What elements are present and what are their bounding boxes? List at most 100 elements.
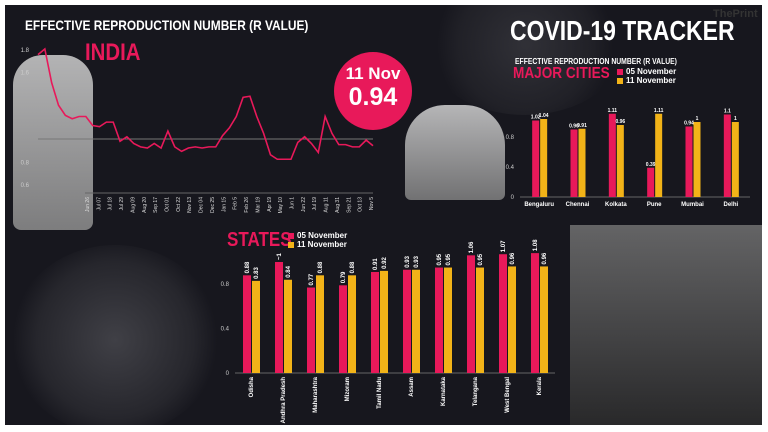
x-tick-label: Dec 25 (210, 197, 216, 213)
legend-swatch (288, 232, 294, 239)
bar-charts: 00.40.81.021.04Bengaluru0.900.91Chennai1… (221, 108, 750, 424)
y-tick-label: 0.8 (21, 161, 30, 167)
category-label: Kerala (537, 376, 543, 395)
bar (570, 129, 578, 197)
data-label: 0.88 (350, 261, 356, 273)
x-tick-label: Jan 15 (221, 197, 227, 212)
map-texture (425, 5, 625, 115)
y-tick-label: 0.8 (221, 282, 230, 288)
callout-badge: 11 Nov 0.94 (334, 52, 412, 130)
bar (731, 122, 739, 197)
legend-item: 11 November (288, 240, 347, 249)
x-tick-label: Feb 5 (233, 197, 239, 210)
category-label: Pune (647, 202, 662, 208)
legend-label: 05 November (297, 231, 348, 240)
legend-item: 05 November (288, 231, 347, 240)
data-label: 1.08 (533, 239, 539, 251)
data-label: 1.04 (539, 113, 549, 119)
x-tick-label: Feb 26 (244, 197, 250, 213)
x-tick-label: Mar 19 (255, 197, 261, 213)
legend-label: 11 November (297, 240, 347, 249)
bar (693, 122, 701, 197)
cities-subtitle: MAJOR CITIES (513, 65, 610, 82)
tracker-title: COVID-19 TRACKER (510, 15, 735, 46)
data-label: 0.96 (510, 252, 516, 264)
category-label: Mumbai (681, 202, 704, 208)
bar (655, 113, 663, 197)
bar (723, 114, 731, 197)
data-label: 0.77 (309, 273, 315, 285)
legend-label: 05 November (626, 67, 677, 76)
legend-item: 11 November (617, 76, 676, 85)
y-tick-label: 0.8 (506, 135, 515, 141)
x-tick-label: Aug 09 (130, 197, 136, 213)
bar (616, 125, 624, 197)
y-tick-label: 0.4 (506, 165, 515, 171)
category-label: Mizoram (345, 377, 351, 401)
category-label: West Bengal (505, 377, 511, 413)
category-label: Odisha (249, 376, 255, 397)
x-tick-label: Aug 31 (335, 197, 341, 213)
bar (403, 269, 411, 373)
x-tick-label: Sep 21 (346, 197, 352, 213)
watermark: ThePrint (713, 8, 758, 20)
callout-value: 0.94 (348, 83, 398, 111)
data-label: 0.93 (405, 255, 411, 267)
bar (540, 119, 548, 197)
category-label: Chennai (566, 202, 590, 208)
x-tick-label: Jun 1 (289, 197, 295, 209)
ppe-worker-image (13, 55, 93, 230)
bar (540, 266, 548, 373)
x-tick-label: Jun 26 (85, 197, 91, 212)
x-tick-label: Nov 13 (187, 197, 193, 213)
bar (243, 275, 251, 373)
category-label: Andhra Pradesh (281, 377, 287, 424)
data-label: 0.96 (615, 119, 625, 125)
legend-swatch (617, 77, 623, 84)
y-tick-label: 0 (226, 371, 230, 377)
x-tick-label: Oct 13 (358, 197, 364, 212)
bar (339, 285, 347, 373)
bar (371, 271, 379, 373)
data-label: 0.93 (414, 255, 420, 267)
data-label: 0.95 (437, 253, 443, 265)
y-tick-label: 1.8 (21, 48, 30, 54)
bar (444, 267, 452, 373)
x-tick-label: Aug 11 (324, 197, 330, 213)
data-label: 0.83 (254, 267, 260, 279)
category-label: Karnataka (441, 376, 447, 406)
data-label: 0.95 (478, 253, 484, 265)
states-legend: 05 November 11 November (288, 231, 347, 249)
category-label: Kolkata (605, 202, 627, 208)
bar (435, 267, 443, 373)
y-tick-label: 0 (511, 195, 515, 201)
india-label: INDIA (85, 39, 141, 66)
bar (532, 120, 540, 197)
x-tick-label: Nov 5 (369, 197, 375, 210)
x-tick-label: Jul 29 (119, 197, 125, 211)
category-label: Assam (409, 377, 415, 397)
data-label: 1.02 (531, 115, 541, 121)
data-label: ~1 (277, 252, 283, 260)
data-label: 0.91 (577, 123, 587, 129)
bar (578, 128, 586, 197)
data-label: 0.84 (286, 265, 292, 277)
r-value-line (37, 47, 374, 161)
bar (275, 262, 283, 373)
data-label: 0.39 (646, 162, 656, 168)
data-label: 0.94 (684, 121, 694, 127)
data-label: 1.11 (654, 108, 664, 114)
cities-chart-title: EFFECTIVE REPRODUCTION NUMBER (R VALUE) (515, 57, 677, 66)
bar (531, 253, 539, 373)
states-title: STATES (227, 229, 292, 251)
data-label: 0.96 (542, 252, 548, 264)
x-tick-label: Sep 17 (153, 197, 159, 213)
x-tick-label: Oct 22 (176, 197, 182, 212)
bar (348, 275, 356, 373)
data-label: 1.06 (469, 241, 475, 253)
data-label: 1.07 (501, 240, 507, 252)
data-label: 0.92 (382, 257, 388, 269)
infographic: EFFECTIVE REPRODUCTION NUMBER (R VALUE) … (5, 5, 762, 425)
x-tick-label: Jul 18 (108, 197, 114, 211)
bar (476, 267, 484, 373)
